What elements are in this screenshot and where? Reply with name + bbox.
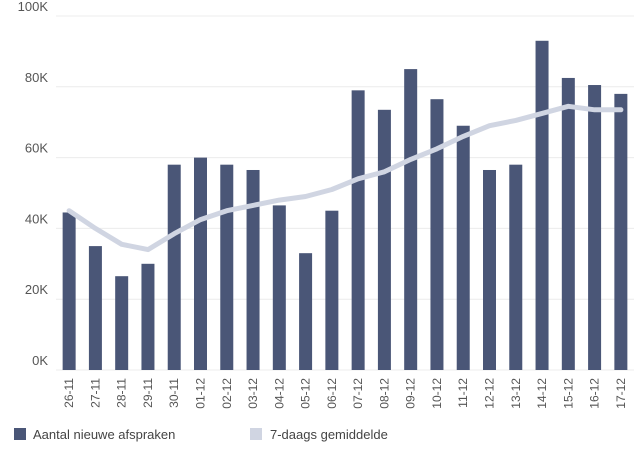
x-tick-label: 17-12 (614, 378, 628, 409)
line-7day-average (66, 103, 624, 253)
legend-label-line: 7-daags gemiddelde (270, 427, 388, 442)
y-tick-label: 60K (25, 141, 48, 156)
bar (325, 210, 339, 370)
x-axis: 26-11 27-11 28-11 29-11 30-11 01-12 02-12 03-12… (62, 378, 628, 409)
bar (220, 164, 234, 370)
legend-swatch-line (250, 428, 262, 440)
x-tick-label: 10-12 (430, 378, 444, 409)
bar (404, 69, 418, 370)
x-tick-label: 12-12 (483, 378, 497, 409)
line-series (66, 103, 624, 253)
x-tick-label: 07-12 (351, 378, 365, 409)
x-tick-label: 27-11 (88, 378, 102, 408)
bar (535, 40, 549, 370)
bar-series (62, 40, 628, 371)
x-tick-label: 09-12 (404, 378, 418, 409)
legend-label-bars: Aantal nieuwe afspraken (33, 427, 175, 442)
y-tick-label: 20K (25, 282, 48, 297)
bar (614, 93, 628, 370)
bar (194, 157, 207, 370)
x-tick-label: 16-12 (588, 378, 602, 409)
x-tick-label: 11-12 (456, 378, 470, 408)
y-tick-label: 80K (25, 70, 48, 85)
x-tick-label: 29-11 (141, 378, 155, 408)
legend-swatch-bars (14, 428, 26, 440)
bar (509, 164, 523, 370)
bar (246, 169, 260, 370)
x-tick-label: 14-12 (535, 378, 549, 409)
bar (88, 246, 102, 370)
x-tick-label: 15-12 (561, 378, 575, 409)
y-tick-label: 100K (18, 0, 49, 14)
x-tick-label: 02-12 (220, 378, 234, 409)
x-tick-label: 05-12 (299, 378, 313, 409)
y-tick-label: 40K (25, 211, 48, 226)
x-tick-label: 26-11 (62, 378, 76, 408)
bar (272, 205, 286, 370)
bar (588, 85, 602, 370)
bar (62, 212, 76, 370)
x-tick-label: 30-11 (167, 378, 181, 408)
x-tick-label: 28-11 (115, 378, 129, 408)
bar (456, 125, 470, 371)
bar (351, 90, 365, 370)
y-axis: 0K 20K 40K 60K 80K 100K (18, 0, 49, 368)
x-tick-label: 08-12 (377, 378, 391, 409)
bar (141, 263, 155, 370)
bar (483, 169, 496, 370)
x-tick-label: 06-12 (325, 378, 339, 409)
bar (167, 164, 181, 370)
bar (430, 99, 444, 370)
y-tick-label: 0K (32, 353, 48, 368)
bar (377, 109, 391, 370)
legend: Aantal nieuwe afspraken 7-daags gemiddel… (14, 427, 388, 442)
bar (115, 276, 129, 370)
bar (299, 253, 313, 370)
x-tick-label: 13-12 (509, 378, 523, 409)
x-tick-label: 01-12 (194, 378, 208, 409)
bar (561, 77, 575, 370)
x-tick-label: 04-12 (272, 378, 286, 409)
x-tick-label: 03-12 (246, 378, 260, 409)
